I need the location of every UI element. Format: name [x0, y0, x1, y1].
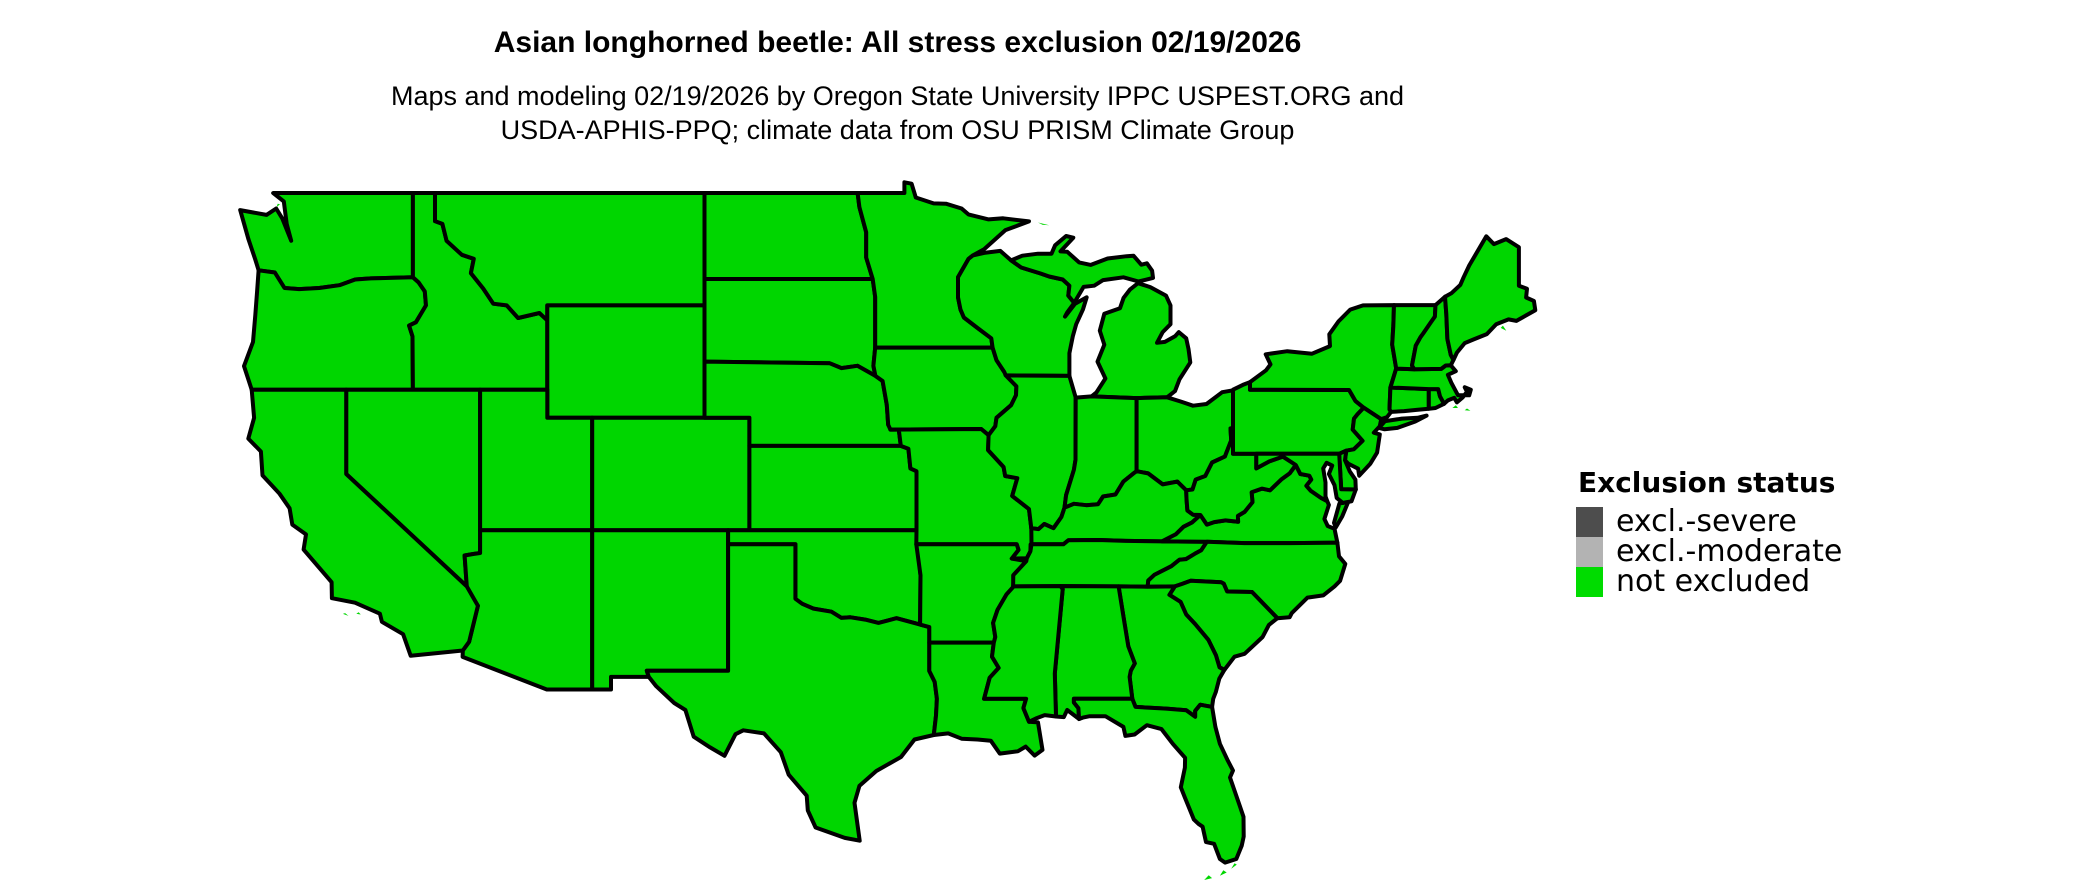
state-shape-ME	[1443, 234, 1538, 362]
state-shape-CO	[590, 415, 752, 533]
state-shape-CA	[246, 387, 480, 658]
state-shape-WY	[545, 303, 707, 420]
island-speck	[1464, 408, 1471, 411]
island-speck	[342, 613, 349, 616]
legend-item-label: not excluded	[1616, 564, 1811, 599]
map-header: Asian longhorned beetle: All stress excl…	[0, 26, 1795, 147]
legend-item-label: excl.-severe	[1616, 504, 1797, 539]
state-shape-MD	[1254, 451, 1358, 505]
state-shape-FL	[1071, 696, 1246, 865]
island-speck	[1500, 325, 1507, 331]
map-subtitle-line2: USDA-APHIS-PPQ; climate data from OSU PR…	[500, 115, 1295, 145]
legend-items: excl.-severe excl.-moderate not excluded	[1576, 507, 1842, 597]
legend-item: excl.-severe	[1576, 507, 1842, 537]
state-shape-PA	[1231, 380, 1366, 456]
island-speck	[356, 612, 361, 615]
island-speck	[1204, 875, 1213, 880]
state-shape-CT	[1387, 385, 1431, 414]
legend-title: Exclusion status	[1578, 466, 1836, 499]
state-shape-ND	[702, 191, 875, 281]
state-shape-MS	[982, 584, 1065, 724]
state-shape-NJ	[1343, 405, 1384, 478]
state-shape-MIU	[1009, 234, 1155, 305]
legend-swatch	[1576, 507, 1603, 537]
legend: Exclusion status excl.-severe excl.-moder…	[1576, 466, 1842, 597]
state-shape-VAS	[1332, 499, 1351, 530]
state-shape-MIL	[1089, 281, 1193, 401]
state-shape-KS	[747, 443, 919, 533]
state-shape-AZ	[460, 528, 595, 692]
legend-item: excl.-moderate	[1576, 537, 1842, 567]
island-speck	[1231, 863, 1237, 869]
state-shape-NM	[590, 528, 731, 692]
island-speck	[276, 203, 280, 208]
legend-swatch	[1576, 567, 1603, 597]
state-shape-OR	[242, 268, 428, 392]
island-speck	[1219, 870, 1227, 876]
island-speck	[1038, 222, 1050, 226]
map-subtitle-line1: Maps and modeling 02/19/2026 by Oregon S…	[390, 81, 1405, 111]
map-subtitle: Maps and modeling 02/19/2026 by Oregon S…	[0, 79, 1795, 147]
legend-item-label: excl.-moderate	[1616, 534, 1843, 569]
legend-swatch	[1576, 537, 1603, 567]
state-shape-LI	[1376, 413, 1429, 432]
legend-item: not excluded	[1576, 567, 1842, 597]
island-speck	[1452, 405, 1458, 408]
state-shape-TX	[644, 542, 939, 843]
map-title: Asian longhorned beetle: All stress excl…	[493, 26, 1302, 59]
